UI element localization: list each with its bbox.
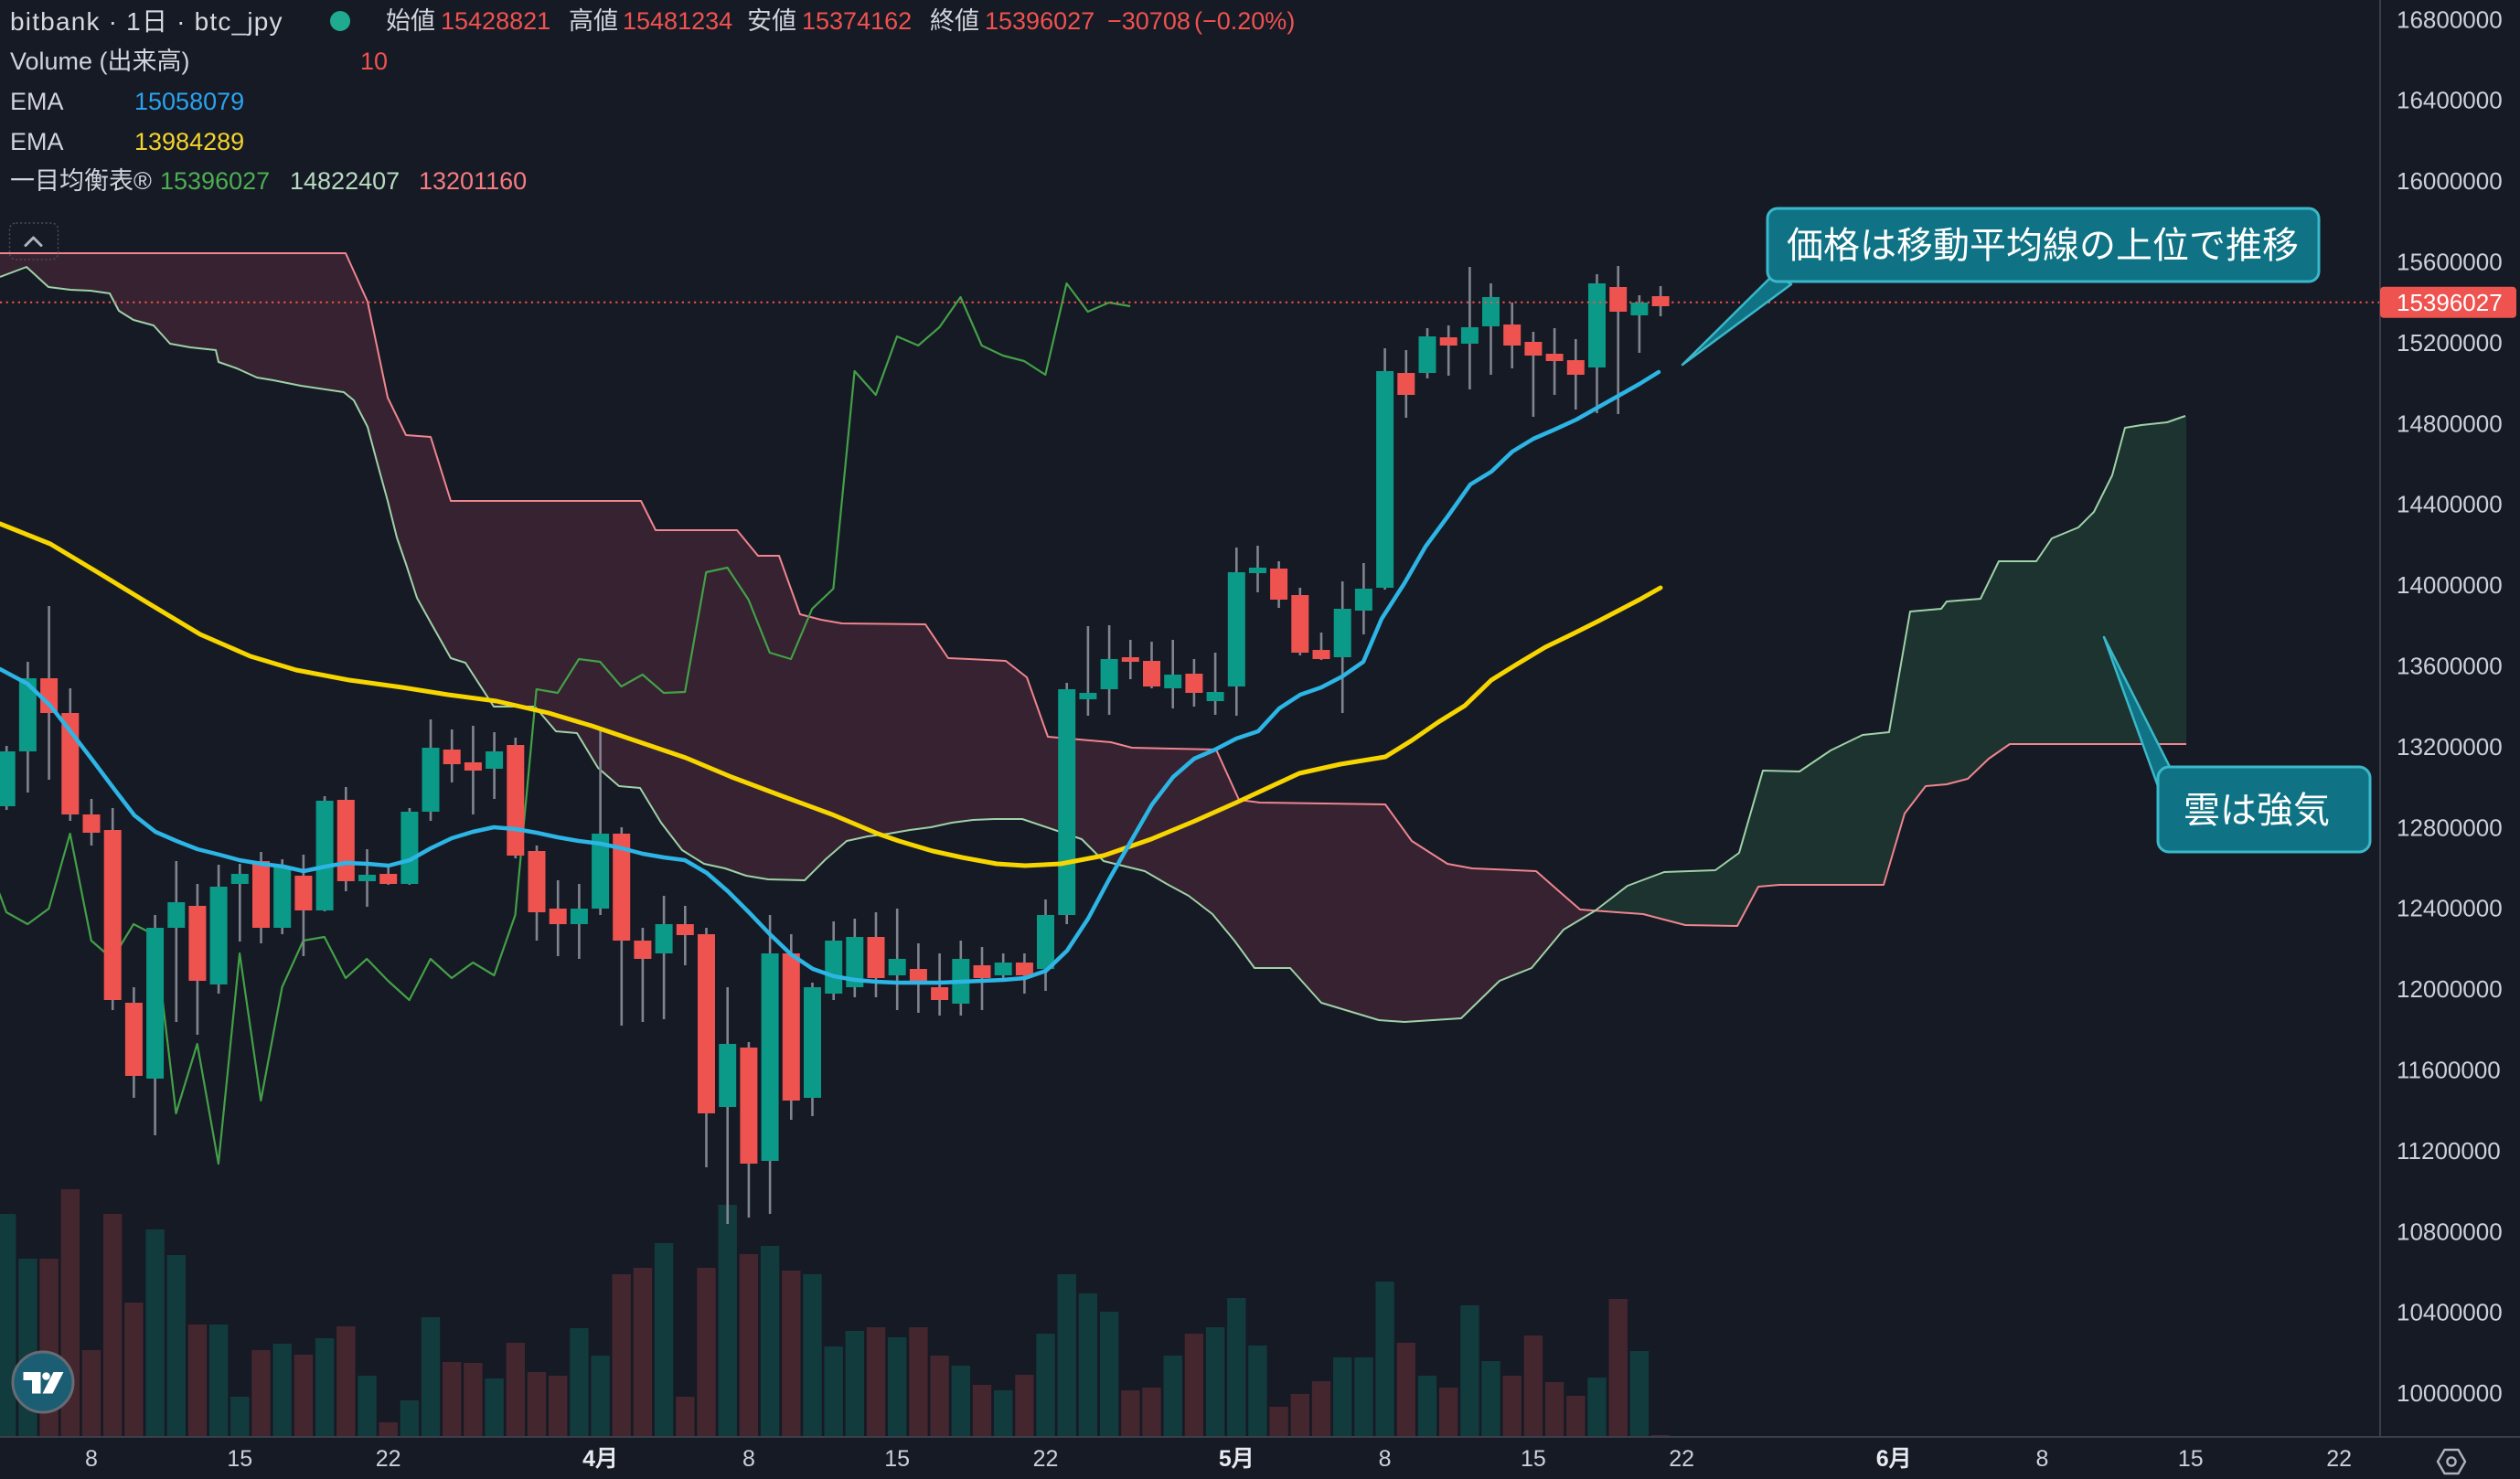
- svg-text:15374162: 15374162: [802, 7, 912, 35]
- svg-text:15428821: 15428821: [441, 7, 550, 35]
- svg-text:始値: 始値: [386, 7, 435, 35]
- svg-text:10800000: 10800000: [2397, 1218, 2503, 1245]
- svg-text:11600000: 11600000: [2397, 1057, 2501, 1084]
- svg-text:8: 8: [1379, 1446, 1392, 1472]
- svg-text:12400000: 12400000: [2397, 895, 2503, 922]
- svg-text:14822407: 14822407: [290, 167, 400, 195]
- svg-text:5月: 5月: [1219, 1446, 1255, 1472]
- svg-text:15396027: 15396027: [985, 7, 1094, 35]
- svg-text:8: 8: [2036, 1446, 2049, 1472]
- svg-text:雲は強気: 雲は強気: [2184, 791, 2330, 831]
- svg-text:EMA: EMA: [10, 88, 64, 115]
- svg-text:終値: 終値: [930, 7, 979, 35]
- svg-text:4月: 4月: [582, 1446, 618, 1472]
- svg-text:15: 15: [884, 1446, 910, 1472]
- svg-text:安値: 安値: [747, 7, 796, 35]
- svg-text:16400000: 16400000: [2397, 87, 2503, 114]
- svg-text:15481234: 15481234: [623, 7, 732, 35]
- svg-text:bitbank · 1日 · btc_jpy: bitbank · 1日 · btc_jpy: [10, 7, 283, 36]
- svg-text:15200000: 15200000: [2397, 329, 2503, 356]
- svg-text:8: 8: [85, 1446, 98, 1472]
- svg-text:15058079: 15058079: [134, 88, 244, 115]
- svg-text:10400000: 10400000: [2397, 1299, 2503, 1326]
- svg-text:15396027: 15396027: [160, 167, 270, 195]
- svg-text:14400000: 14400000: [2397, 491, 2503, 518]
- svg-text:Volume (出来高): Volume (出来高): [10, 48, 190, 75]
- svg-text:16000000: 16000000: [2397, 167, 2503, 195]
- svg-text:12800000: 12800000: [2397, 814, 2503, 841]
- svg-text:高値: 高値: [569, 7, 618, 35]
- svg-text:10000000: 10000000: [2397, 1379, 2503, 1407]
- svg-text:8: 8: [742, 1446, 755, 1472]
- svg-text:22: 22: [1669, 1446, 1694, 1472]
- svg-text:12000000: 12000000: [2397, 975, 2503, 1003]
- svg-text:11200000: 11200000: [2397, 1137, 2501, 1165]
- svg-text:15396027: 15396027: [2397, 289, 2503, 316]
- svg-text:13201160: 13201160: [419, 167, 527, 195]
- svg-text:15600000: 15600000: [2397, 249, 2503, 276]
- svg-text:6月: 6月: [1876, 1446, 1912, 1472]
- svg-text:価格は移動平均線の上位で推移: 価格は移動平均線の上位で推移: [1787, 226, 2299, 266]
- svg-text:一目均衡表®: 一目均衡表®: [10, 167, 152, 195]
- svg-text:14000000: 14000000: [2397, 571, 2503, 599]
- svg-text:22: 22: [376, 1446, 401, 1472]
- svg-text:(−0.20%): (−0.20%): [1194, 7, 1295, 35]
- svg-text:22: 22: [1033, 1446, 1059, 1472]
- svg-text:−30708: −30708: [1107, 7, 1191, 35]
- svg-text:14800000: 14800000: [2397, 410, 2503, 437]
- svg-text:13600000: 13600000: [2397, 653, 2503, 680]
- svg-text:15: 15: [227, 1446, 252, 1472]
- svg-text:15: 15: [2178, 1446, 2204, 1472]
- svg-text:15: 15: [1521, 1446, 1546, 1472]
- svg-text:22: 22: [2326, 1446, 2352, 1472]
- svg-text:13984289: 13984289: [134, 128, 244, 155]
- svg-text:EMA: EMA: [10, 128, 64, 155]
- svg-text:16800000: 16800000: [2397, 5, 2503, 33]
- svg-text:13200000: 13200000: [2397, 733, 2503, 761]
- svg-text:10: 10: [360, 48, 388, 75]
